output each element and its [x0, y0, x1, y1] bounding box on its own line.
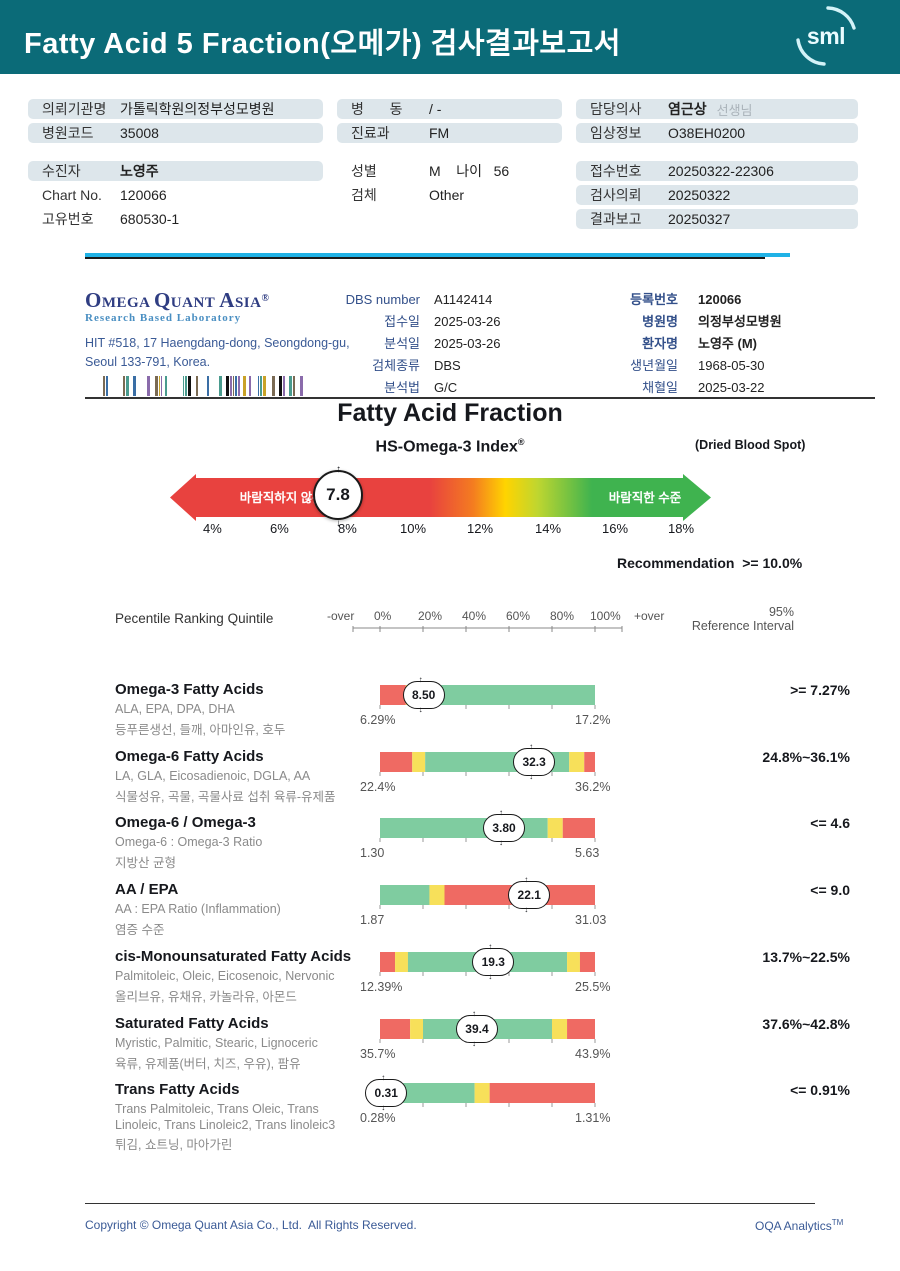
svg-text:바람직한 수준: 바람직한 수준: [609, 490, 682, 505]
svg-text:sml: sml: [807, 23, 845, 49]
